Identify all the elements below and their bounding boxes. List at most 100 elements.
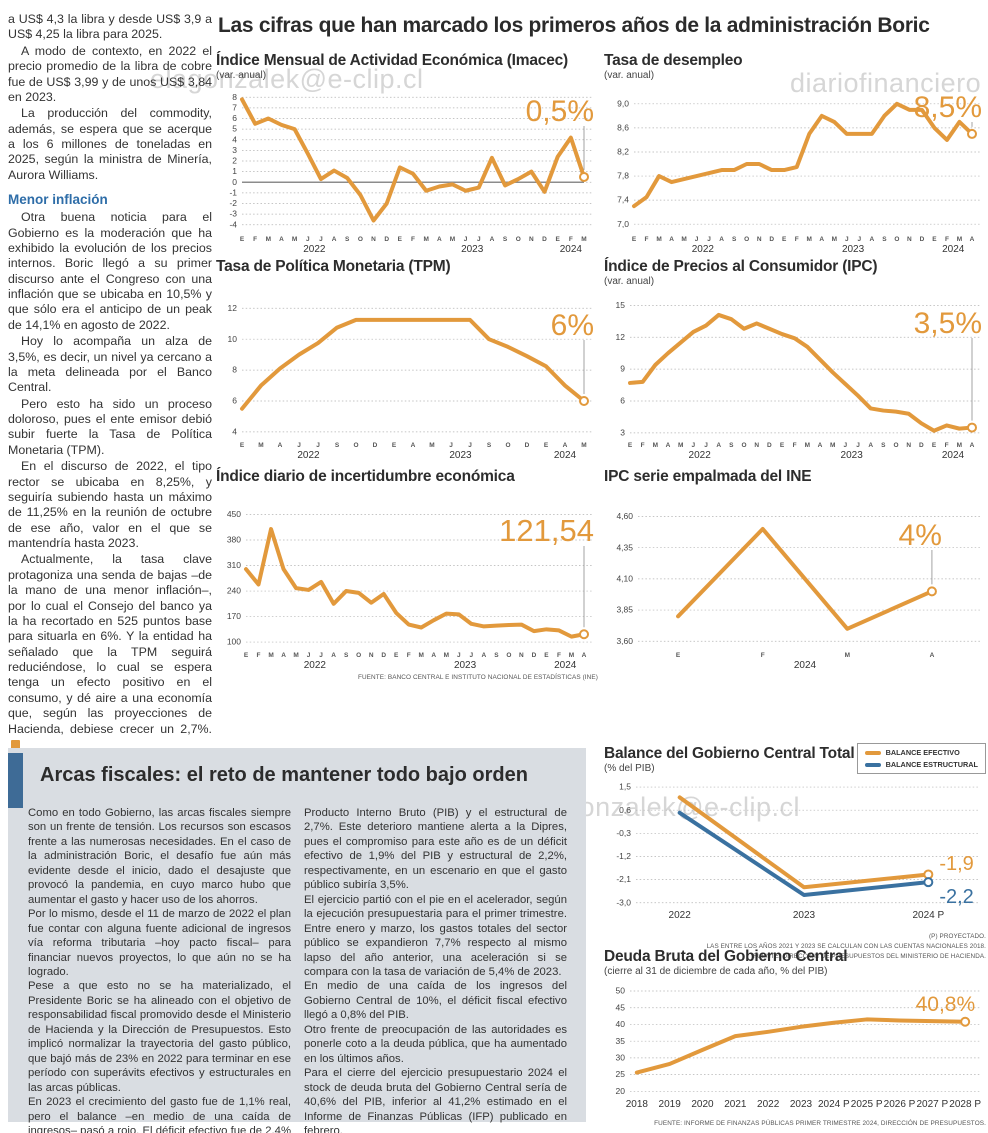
svg-text:M: M bbox=[681, 236, 686, 243]
svg-text:E: E bbox=[676, 652, 681, 659]
svg-text:2023: 2023 bbox=[461, 244, 484, 255]
svg-text:F: F bbox=[945, 236, 949, 243]
accent-bar bbox=[8, 753, 23, 808]
svg-text:A: A bbox=[411, 442, 416, 449]
svg-text:4: 4 bbox=[232, 427, 237, 437]
chart-subtitle: (% del PIB) bbox=[604, 763, 655, 775]
svg-text:D: D bbox=[384, 236, 389, 243]
svg-text:M: M bbox=[678, 442, 683, 449]
svg-text:E: E bbox=[632, 236, 637, 243]
chart-title: IPC serie empalmada del INE bbox=[604, 468, 812, 485]
svg-text:3,60: 3,60 bbox=[616, 636, 633, 646]
chart-footnotes: (P) PROYECTADO. LAS ENTRE LOS AÑOS 2021 … bbox=[706, 933, 986, 960]
chart-subtitle: (cierre al 31 de diciembre de cada año, … bbox=[604, 966, 828, 978]
svg-text:-1,2: -1,2 bbox=[616, 851, 631, 861]
svg-text:6: 6 bbox=[232, 113, 237, 123]
svg-text:2026 P: 2026 P bbox=[884, 1099, 916, 1110]
svg-text:2022: 2022 bbox=[297, 450, 320, 461]
svg-text:S: S bbox=[487, 442, 492, 449]
svg-text:J: J bbox=[297, 442, 301, 449]
svg-text:F: F bbox=[795, 236, 799, 243]
svg-text:O: O bbox=[358, 236, 363, 243]
svg-text:O: O bbox=[893, 442, 898, 449]
svg-text:F: F bbox=[257, 652, 261, 659]
svg-text:240: 240 bbox=[227, 586, 241, 596]
fiscal-title: Arcas fiscales: el reto de mantener todo… bbox=[40, 764, 528, 786]
svg-text:O: O bbox=[741, 442, 746, 449]
fiscal-column-1: Como en todo Gobierno, las arcas fiscale… bbox=[28, 806, 291, 1133]
svg-text:9,0: 9,0 bbox=[617, 98, 629, 108]
fiscal-paragraph: El ejercicio partió con el pie en el ace… bbox=[304, 893, 567, 978]
svg-text:J: J bbox=[464, 236, 468, 243]
fiscal-paragraph: Por lo mismo, desde el 11 de marzo de 20… bbox=[28, 908, 291, 978]
svg-text:2022: 2022 bbox=[689, 450, 712, 461]
svg-text:M: M bbox=[423, 236, 428, 243]
chart-desempleo: Tasa de desempleo (var. anual) 9,0 8,6 8,2… bbox=[604, 52, 986, 260]
svg-text:J: J bbox=[704, 442, 708, 449]
svg-text:F: F bbox=[411, 236, 415, 243]
svg-text:E: E bbox=[932, 236, 937, 243]
fiscal-paragraph: Producto Interno Bruto (PIB) y el estruc… bbox=[304, 807, 567, 892]
svg-text:7,4: 7,4 bbox=[617, 195, 629, 205]
svg-text:2023: 2023 bbox=[842, 244, 865, 255]
svg-text:A: A bbox=[930, 652, 935, 659]
svg-text:15: 15 bbox=[616, 300, 626, 310]
legend-label: BALANCE ESTRUCTURAL bbox=[885, 760, 978, 769]
svg-text:2028 P: 2028 P bbox=[949, 1099, 981, 1110]
tpm-line-chart: 12 10 8 6 4 E M A J J S O D E A M J J S O D E A M 2022 2023 2024 6% bbox=[216, 289, 598, 466]
svg-text:J: J bbox=[858, 236, 862, 243]
legend-item: BALANCE ESTRUCTURAL bbox=[864, 760, 978, 769]
svg-text:J: J bbox=[307, 652, 311, 659]
svg-text:35: 35 bbox=[616, 1036, 626, 1046]
svg-text:A: A bbox=[819, 236, 824, 243]
svg-text:2: 2 bbox=[232, 156, 237, 166]
svg-text:S: S bbox=[494, 652, 499, 659]
chart-subtitle bbox=[604, 486, 986, 499]
svg-text:M: M bbox=[268, 652, 273, 659]
chart-ipc: Índice de Precios al Consumidor (IPC) (v… bbox=[604, 258, 986, 466]
svg-text:8: 8 bbox=[232, 92, 237, 102]
svg-text:-2,2: -2,2 bbox=[939, 886, 973, 908]
svg-text:3: 3 bbox=[620, 428, 625, 438]
svg-text:S: S bbox=[345, 236, 350, 243]
svg-text:3: 3 bbox=[232, 145, 237, 155]
chart-tpm: Tasa de Política Monetaria (TPM) 12 10 8 6 4… bbox=[216, 258, 598, 466]
svg-text:8,5%: 8,5% bbox=[914, 91, 982, 124]
svg-text:50: 50 bbox=[616, 986, 626, 996]
svg-text:4,60: 4,60 bbox=[616, 511, 633, 521]
svg-text:6%: 6% bbox=[551, 309, 594, 342]
svg-text:2022: 2022 bbox=[304, 660, 327, 671]
svg-text:E: E bbox=[544, 442, 549, 449]
svg-text:M: M bbox=[266, 236, 271, 243]
svg-text:A: A bbox=[870, 236, 875, 243]
svg-text:4,10: 4,10 bbox=[616, 574, 633, 584]
svg-text:F: F bbox=[557, 652, 561, 659]
chart-deuda: Deuda Bruta del Gobierno Central (cierre… bbox=[604, 948, 986, 1127]
svg-text:A: A bbox=[431, 652, 436, 659]
chart-title: Índice de Precios al Consumidor (IPC) bbox=[604, 258, 878, 275]
svg-text:O: O bbox=[744, 236, 749, 243]
svg-text:A: A bbox=[437, 236, 442, 243]
svg-text:A: A bbox=[716, 442, 721, 449]
svg-text:D: D bbox=[919, 442, 924, 449]
imacec-line-chart: 8 7 6 5 4 3 2 1 0 -1 -2 -3 -4 E F M A M J J A S O N D E F M A M J J A S O N… bbox=[216, 83, 598, 260]
svg-text:6: 6 bbox=[232, 396, 237, 406]
svg-text:121,54: 121,54 bbox=[499, 513, 594, 548]
svg-text:J: J bbox=[844, 442, 848, 449]
svg-text:A: A bbox=[719, 236, 724, 243]
svg-text:J: J bbox=[316, 442, 320, 449]
svg-text:S: S bbox=[882, 236, 887, 243]
fiscal-column-2: Producto Interno Bruto (PIB) y el estruc… bbox=[304, 806, 567, 1133]
chart-ipc-ine: IPC serie empalmada del INE 4,60 4,35 4,10… bbox=[604, 468, 986, 676]
article-paragraph: Actualmente, la tasa clave protagoniza u… bbox=[8, 552, 212, 752]
svg-text:2019: 2019 bbox=[659, 1099, 682, 1110]
svg-text:D: D bbox=[920, 236, 925, 243]
fiscal-paragraph: Otro frente de preocupación de las autor… bbox=[304, 1023, 567, 1065]
svg-text:-4: -4 bbox=[229, 219, 237, 229]
svg-text:J: J bbox=[707, 236, 711, 243]
legend-swatch-estructural bbox=[864, 762, 881, 767]
svg-text:2025 P: 2025 P bbox=[851, 1099, 883, 1110]
svg-text:M: M bbox=[653, 442, 658, 449]
svg-text:J: J bbox=[319, 652, 323, 659]
